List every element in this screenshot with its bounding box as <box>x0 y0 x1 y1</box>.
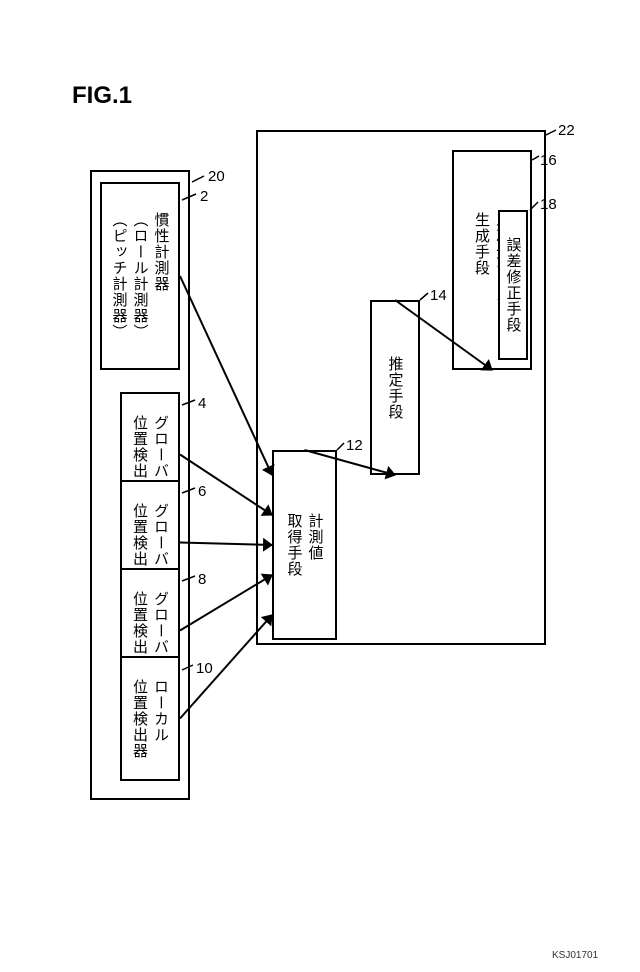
ref-6: 6 <box>198 483 206 500</box>
node-12-label: 計測値 取得手段 <box>284 513 326 577</box>
node-2-label: 慣性計測器 ︵ロール計測器︶ ︵ピッチ計測器︶ <box>109 212 172 340</box>
ref-16: 16 <box>540 152 557 169</box>
ref-20: 20 <box>208 168 225 185</box>
node-10-box: ローカル 位置検出器 <box>120 656 180 781</box>
node-12-box: 計測値 取得手段 <box>272 450 337 640</box>
ref-2: 2 <box>200 188 208 205</box>
ref-18: 18 <box>540 196 557 213</box>
node-18-box: 誤差修正手段 <box>498 210 528 360</box>
ref-14: 14 <box>430 287 447 304</box>
footer-code: KSJ01701 <box>552 950 598 961</box>
node-2-box: 慣性計測器 ︵ロール計測器︶ ︵ピッチ計測器︶ <box>100 182 180 370</box>
node-10-label: ローカル 位置検出器 <box>129 679 171 759</box>
figure-title: FIG.1 <box>72 82 132 110</box>
ref-8: 8 <box>198 571 206 588</box>
node-18-label: 誤差修正手段 <box>503 237 524 333</box>
node-14-label: 推定手段 <box>385 356 406 420</box>
ref-10: 10 <box>196 660 213 677</box>
ref-4: 4 <box>198 395 206 412</box>
page: FIG.1 慣性計測器 ︵ロール計測器︶ ︵ピッチ計測器︶ グローバル 位置検出… <box>0 0 640 972</box>
node-14-box: 推定手段 <box>370 300 420 475</box>
ref-22: 22 <box>558 122 575 139</box>
ref-12: 12 <box>346 437 363 454</box>
